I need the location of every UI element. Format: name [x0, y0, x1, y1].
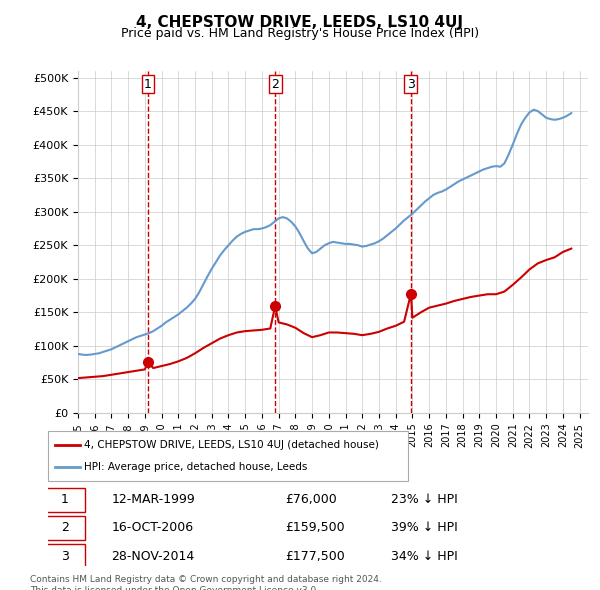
Text: 4, CHEPSTOW DRIVE, LEEDS, LS10 4UJ: 4, CHEPSTOW DRIVE, LEEDS, LS10 4UJ: [137, 15, 464, 30]
FancyBboxPatch shape: [46, 488, 85, 512]
Text: 4, CHEPSTOW DRIVE, LEEDS, LS10 4UJ (detached house): 4, CHEPSTOW DRIVE, LEEDS, LS10 4UJ (deta…: [84, 440, 379, 450]
Text: 28-NOV-2014: 28-NOV-2014: [112, 550, 194, 563]
Text: 3: 3: [407, 77, 415, 90]
Text: 12-MAR-1999: 12-MAR-1999: [112, 493, 195, 506]
Text: 3: 3: [61, 550, 69, 563]
Text: £76,000: £76,000: [286, 493, 337, 506]
Text: 2: 2: [61, 522, 69, 535]
Text: 2: 2: [271, 77, 279, 90]
FancyBboxPatch shape: [46, 516, 85, 540]
Text: 23% ↓ HPI: 23% ↓ HPI: [391, 493, 458, 506]
Text: Price paid vs. HM Land Registry's House Price Index (HPI): Price paid vs. HM Land Registry's House …: [121, 27, 479, 40]
Text: Contains HM Land Registry data © Crown copyright and database right 2024.
This d: Contains HM Land Registry data © Crown c…: [30, 575, 382, 590]
Text: 1: 1: [144, 77, 152, 90]
Text: £159,500: £159,500: [286, 522, 345, 535]
Text: HPI: Average price, detached house, Leeds: HPI: Average price, detached house, Leed…: [84, 462, 307, 472]
Text: 16-OCT-2006: 16-OCT-2006: [112, 522, 193, 535]
Text: 39% ↓ HPI: 39% ↓ HPI: [391, 522, 458, 535]
Text: 1: 1: [61, 493, 69, 506]
FancyBboxPatch shape: [46, 544, 85, 568]
Text: 34% ↓ HPI: 34% ↓ HPI: [391, 550, 458, 563]
Text: £177,500: £177,500: [286, 550, 346, 563]
